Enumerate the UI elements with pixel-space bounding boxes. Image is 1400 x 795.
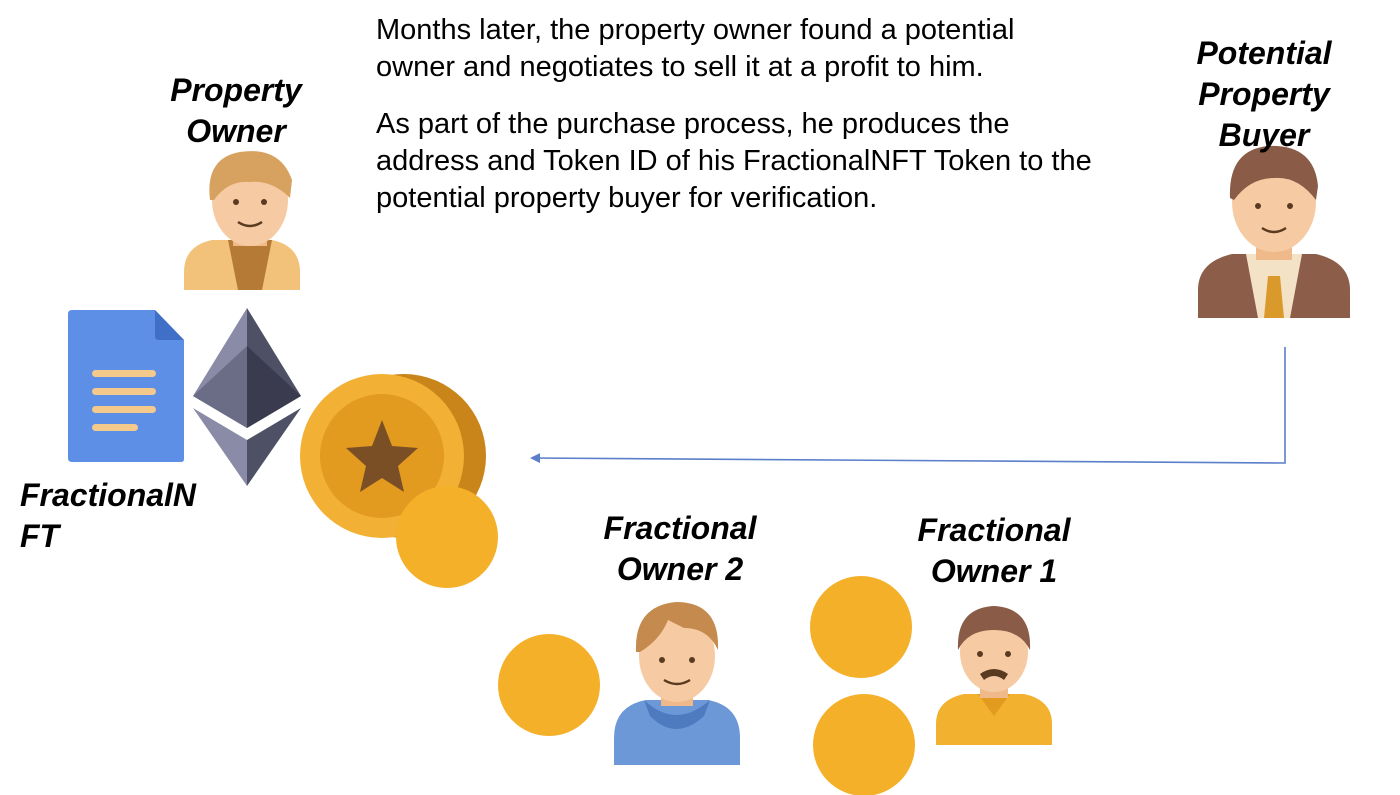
potential-buyer-avatar [1198, 145, 1350, 318]
property-owner-label-line-1: Property [170, 72, 302, 108]
fractional-owner-1-avatar [810, 576, 1052, 795]
fractional-nft-label-line-1: FractionalN [20, 477, 197, 513]
document-icon [68, 310, 184, 462]
coin-owner-1-top [810, 576, 912, 678]
fractional-owner-2-label: Fractional Owner 2 [584, 508, 776, 590]
star-coin-icon [300, 374, 498, 588]
ethereum-icon [193, 308, 301, 486]
fractional-nft-label-line-2: FT [20, 518, 60, 554]
fractional-owner-2-label-line-2: Owner 2 [616, 551, 744, 587]
fractional-owner-1-label: Fractional Owner 1 [898, 510, 1090, 592]
property-owner-label-line-2: Owner [186, 113, 286, 149]
narrative-paragraph-1: Months later, the property owner found a… [376, 14, 1015, 83]
potential-buyer-label-line-2: Property [1198, 76, 1330, 112]
potential-buyer-label-line-3: Buyer [1218, 117, 1310, 153]
fractional-owner-1-label-line-2: Owner 1 [930, 553, 1058, 589]
potential-buyer-label: Potential Property Buyer [1178, 33, 1350, 156]
fractional-owner-2-avatar [498, 602, 740, 765]
fractional-owner-2-label-line-1: Fractional [603, 510, 757, 546]
narrative-text: Months later, the property owner found a… [376, 12, 1096, 237]
fractional-nft-label: FractionalN FT [20, 475, 240, 557]
coin-owner-2 [498, 634, 600, 736]
fractional-owner-1-label-line-1: Fractional [917, 512, 1071, 548]
narrative-paragraph-2: As part of the purchase process, he prod… [376, 108, 1092, 214]
coin-owner-1-bottom [813, 694, 915, 795]
property-owner-label: Property Owner [150, 70, 322, 152]
potential-buyer-label-line-1: Potential [1196, 35, 1332, 71]
connector-line [530, 347, 1286, 464]
buyer-to-token-connector [530, 347, 1286, 464]
property-owner-avatar [184, 151, 300, 290]
